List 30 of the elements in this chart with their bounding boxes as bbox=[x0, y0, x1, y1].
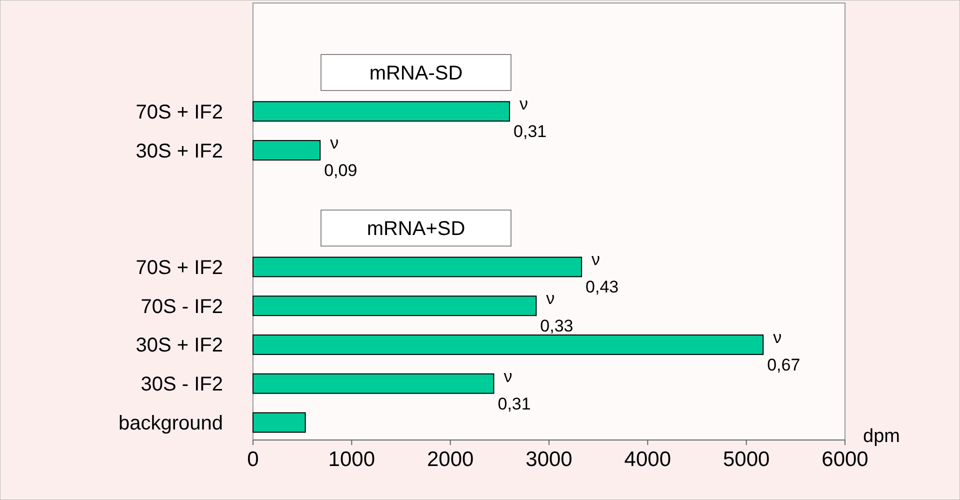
data-label: ν 0,33 bbox=[540, 289, 574, 336]
annotation: mRNA+SD bbox=[366, 218, 466, 240]
data-label: ν 0,31 bbox=[498, 366, 531, 414]
bar bbox=[252, 296, 537, 316]
data-label: ν 0,43 bbox=[586, 250, 619, 297]
x-tick-label: 4000 bbox=[624, 448, 672, 471]
x-tick-label: 5000 bbox=[722, 448, 770, 471]
bar bbox=[252, 412, 306, 433]
x-tick-label: 0 bbox=[247, 448, 259, 471]
bar bbox=[252, 256, 582, 278]
x-tick-label: 6000 bbox=[822, 448, 868, 471]
annotation: mRNA-SD bbox=[369, 62, 463, 84]
x-tick-label: 1000 bbox=[328, 448, 376, 471]
y-tick-label: 30S + IF2 bbox=[136, 140, 223, 162]
data-label: ν 0,09 bbox=[324, 134, 358, 180]
y-tick-label: background bbox=[118, 412, 223, 434]
bar bbox=[252, 373, 494, 394]
bar bbox=[252, 101, 510, 122]
x-tick-label: 3000 bbox=[526, 448, 572, 471]
y-tick-label: 70S - IF2 bbox=[140, 296, 223, 318]
y-tick-label: 70S + IF2 bbox=[136, 101, 223, 124]
data-label: ν 0,67 bbox=[767, 328, 800, 374]
y-tick-label: 70S + IF2 bbox=[136, 256, 223, 279]
data-label: ν 0,31 bbox=[514, 94, 547, 142]
y-tick-label: 30S + IF2 bbox=[136, 334, 223, 357]
x-axis-title: dpm bbox=[863, 426, 900, 447]
bar bbox=[252, 334, 764, 355]
x-tick-label: 2000 bbox=[426, 448, 474, 471]
bar bbox=[252, 140, 321, 160]
y-tick-label: 30S - IF2 bbox=[140, 374, 223, 396]
